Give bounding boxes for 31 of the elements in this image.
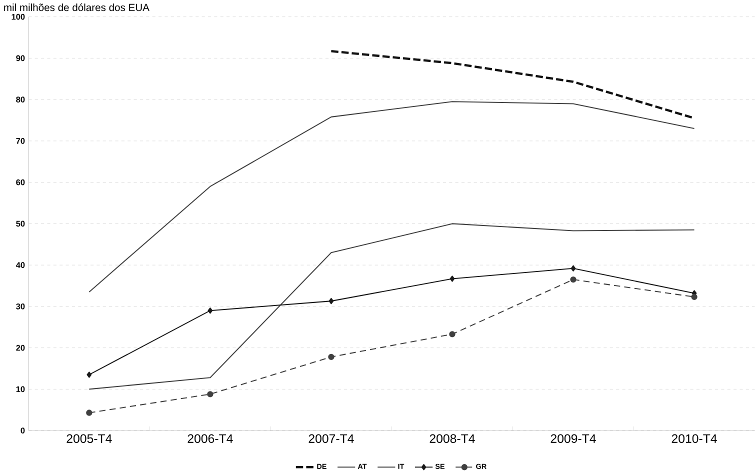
y-tick-label: 30	[16, 304, 25, 310]
y-tick-label: 10	[16, 386, 25, 392]
point	[328, 354, 334, 360]
y-tick-label: 40	[16, 262, 25, 268]
point	[207, 391, 214, 398]
y-tick-label: 0	[20, 428, 25, 434]
x-tick-label: 2010-T4	[672, 434, 717, 444]
point	[449, 331, 456, 338]
line-series	[88, 223, 695, 390]
point	[570, 276, 576, 283]
y-tick-label: 20	[16, 345, 25, 351]
line-series	[88, 101, 695, 293]
x-tick-label: 2009-T4	[550, 434, 596, 444]
x-tick-label: 2008-T4	[430, 434, 475, 444]
y-tick-label: 90	[16, 55, 25, 62]
y-tick-label: 50	[16, 220, 25, 227]
point	[691, 294, 698, 300]
x-tick-label: 2007-T4	[308, 434, 354, 444]
y-tick-label: 60	[16, 180, 25, 186]
point	[450, 276, 455, 282]
y-tick-label: 70	[16, 138, 25, 144]
x-tick-label: 2005-T4	[66, 434, 112, 444]
y-tick-label: 80	[16, 96, 25, 103]
point	[86, 410, 92, 416]
y-tick-label: 100	[12, 14, 25, 20]
point	[328, 298, 334, 304]
point	[86, 372, 92, 378]
point	[208, 308, 213, 314]
point	[570, 266, 576, 272]
x-tick-label: 2006-T4	[188, 434, 233, 444]
y-axis-title: mil milhões de dólares dos EUA	[4, 4, 150, 12]
